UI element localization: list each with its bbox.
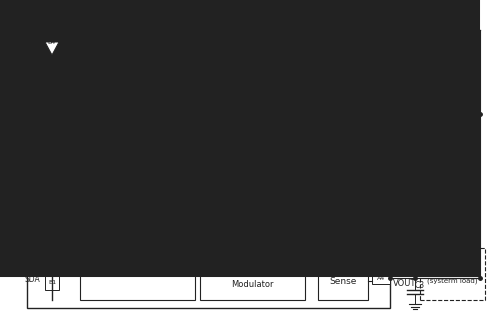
- Text: A1: A1: [48, 86, 56, 91]
- Text: E2: E2: [321, 75, 328, 80]
- Text: E4: E4: [321, 153, 328, 158]
- Text: Supply Input: Supply Input: [419, 23, 472, 32]
- Bar: [315, 150, 333, 162]
- Bar: [419, 248, 484, 300]
- Bar: [80, 210, 195, 300]
- Bar: [315, 172, 333, 184]
- Bar: [315, 213, 333, 225]
- Bar: [315, 136, 333, 148]
- Text: D2: D2: [320, 49, 329, 54]
- Text: A2: A2: [48, 223, 56, 228]
- Text: VOUT: VOUT: [392, 280, 415, 289]
- Bar: [200, 22, 314, 240]
- Text: C4: C4: [320, 217, 328, 222]
- Polygon shape: [45, 42, 59, 55]
- Text: C1: C1: [320, 176, 328, 181]
- Text: 6A
DC-DC: 6A DC-DC: [241, 150, 273, 172]
- Text: C3: C3: [414, 281, 424, 290]
- Text: PGND: PGND: [336, 186, 361, 194]
- Bar: [45, 218, 59, 232]
- Bar: [315, 45, 333, 57]
- Text: Core
References
Oscillator: Core References Oscillator: [112, 54, 163, 83]
- Text: Thermal
Protection: Thermal Protection: [114, 160, 160, 180]
- Text: A3: A3: [48, 259, 56, 264]
- Text: PGND: PGND: [18, 151, 40, 160]
- Text: PGOOD: PGOOD: [12, 94, 40, 102]
- Bar: [27, 5, 389, 308]
- Text: Sense: Sense: [328, 276, 356, 285]
- Text: B1: B1: [48, 280, 56, 285]
- Text: C3: C3: [320, 203, 328, 208]
- Text: 2.4MHz
DC-DC
Modulator: 2.4MHz DC-DC Modulator: [231, 259, 273, 289]
- Text: SDA: SDA: [24, 275, 40, 285]
- Text: B3: B3: [48, 172, 56, 177]
- Text: D1: D1: [320, 32, 329, 37]
- Text: D4: D4: [320, 126, 329, 131]
- Text: L1: L1: [383, 98, 392, 106]
- Bar: [315, 72, 333, 84]
- Bar: [45, 82, 59, 96]
- Text: C2: C2: [320, 188, 328, 193]
- Text: SCL: SCL: [26, 254, 40, 263]
- Text: C2: C2: [417, 35, 427, 44]
- Text: EN: EN: [29, 220, 40, 229]
- Bar: [315, 28, 333, 40]
- Text: B4: B4: [48, 40, 56, 45]
- Bar: [200, 248, 305, 300]
- Text: AGND: AGND: [18, 28, 40, 37]
- Text: C1: C1: [377, 35, 387, 44]
- Bar: [80, 140, 195, 200]
- Text: E3: E3: [321, 140, 328, 145]
- Bar: [315, 59, 333, 71]
- Bar: [371, 272, 389, 284]
- Text: D3: D3: [320, 111, 329, 116]
- Bar: [45, 254, 59, 268]
- Text: B2: B2: [48, 156, 56, 162]
- Bar: [315, 185, 333, 197]
- Text: A4: A4: [376, 275, 385, 280]
- Bar: [80, 22, 195, 115]
- Text: VSEL: VSEL: [21, 80, 40, 90]
- Bar: [45, 168, 59, 182]
- Text: Operating
Mode
Control &
I²C: Operating Mode Control & I²C: [116, 235, 158, 275]
- Bar: [45, 276, 59, 290]
- Text: PVIN: PVIN: [338, 23, 358, 32]
- Text: Core
Processor
(systerm load): Core Processor (systerm load): [427, 264, 477, 284]
- Text: E1: E1: [321, 63, 328, 68]
- Bar: [315, 122, 333, 134]
- Bar: [317, 262, 367, 300]
- Text: SW: SW: [336, 115, 350, 125]
- Bar: [315, 108, 333, 120]
- Bar: [315, 200, 333, 212]
- Bar: [45, 36, 59, 50]
- Bar: [45, 152, 59, 166]
